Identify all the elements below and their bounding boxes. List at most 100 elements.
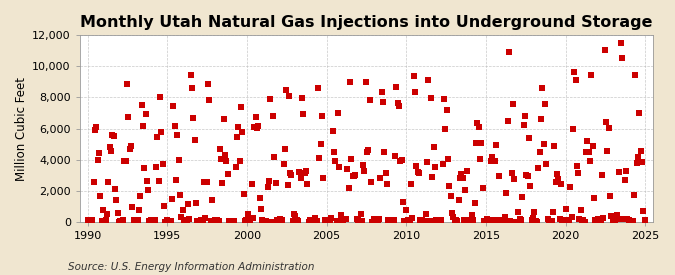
Point	[95, 194, 106, 198]
Point	[204, 98, 215, 103]
Point	[572, 164, 583, 169]
Point	[420, 212, 431, 217]
Point	[122, 81, 132, 86]
Point	[164, 219, 175, 224]
Point	[618, 217, 628, 221]
Point	[461, 169, 472, 173]
Point	[631, 161, 642, 166]
Point	[262, 185, 273, 189]
Point	[541, 162, 551, 166]
Point	[624, 219, 635, 223]
Point	[556, 182, 566, 186]
Point	[108, 134, 119, 138]
Point	[610, 218, 621, 222]
Point	[269, 155, 279, 160]
Point	[553, 177, 564, 181]
Point	[484, 219, 495, 223]
Point	[240, 219, 250, 224]
Point	[605, 194, 616, 199]
Point	[307, 218, 318, 222]
Point	[437, 162, 448, 167]
Point	[289, 212, 300, 216]
Point	[261, 219, 271, 223]
Point	[516, 218, 526, 222]
Point	[126, 143, 136, 148]
Point	[635, 149, 646, 153]
Point	[198, 180, 209, 184]
Point	[327, 128, 338, 133]
Point	[310, 216, 321, 220]
Point	[230, 165, 241, 170]
Point	[595, 219, 606, 224]
Point	[414, 170, 425, 175]
Point	[263, 178, 274, 183]
Point	[103, 179, 114, 184]
Point	[202, 81, 213, 86]
Point	[412, 170, 423, 174]
Point	[225, 219, 236, 223]
Point	[107, 133, 117, 138]
Point	[217, 181, 228, 185]
Point	[466, 213, 477, 217]
Point	[589, 196, 599, 200]
Point	[456, 172, 467, 177]
Point	[560, 219, 570, 224]
Point	[340, 217, 351, 222]
Point	[163, 219, 173, 223]
Point	[379, 150, 389, 154]
Point	[232, 135, 242, 140]
Point	[524, 136, 535, 140]
Point	[395, 159, 406, 163]
Point	[495, 219, 506, 224]
Point	[322, 219, 333, 223]
Point	[190, 201, 201, 205]
Point	[377, 90, 387, 94]
Point	[512, 219, 522, 224]
Point	[331, 219, 342, 223]
Point	[94, 151, 105, 156]
Point	[458, 218, 469, 222]
Point	[335, 213, 346, 218]
Point	[111, 198, 122, 202]
Point	[586, 73, 597, 77]
Point	[374, 217, 385, 221]
Point	[135, 194, 146, 198]
Point	[432, 219, 443, 224]
Point	[142, 179, 153, 183]
Point	[410, 90, 421, 94]
Point	[407, 216, 418, 220]
Point	[314, 156, 325, 161]
Point	[433, 219, 444, 224]
Point	[363, 148, 374, 152]
Point	[526, 218, 537, 222]
Point	[470, 141, 481, 145]
Point	[151, 164, 161, 169]
Point	[543, 219, 554, 224]
Point	[446, 194, 456, 198]
Point	[462, 218, 473, 222]
Point	[483, 219, 493, 224]
Point	[387, 219, 398, 223]
Point	[337, 218, 348, 222]
Point	[343, 186, 354, 190]
Point	[404, 218, 415, 223]
Point	[620, 169, 631, 173]
Point	[508, 102, 518, 106]
Point	[441, 108, 452, 112]
Point	[421, 160, 432, 164]
Point	[259, 219, 269, 223]
Point	[290, 214, 301, 219]
Point	[566, 215, 577, 219]
Point	[436, 218, 447, 222]
Point	[468, 218, 479, 222]
Point	[443, 157, 454, 162]
Point	[119, 159, 130, 163]
Point	[212, 217, 223, 222]
Point	[102, 212, 113, 216]
Point	[146, 219, 157, 224]
Point	[245, 218, 256, 222]
Point	[311, 219, 322, 223]
Point	[465, 219, 476, 224]
Point	[168, 103, 179, 108]
Point	[260, 219, 271, 223]
